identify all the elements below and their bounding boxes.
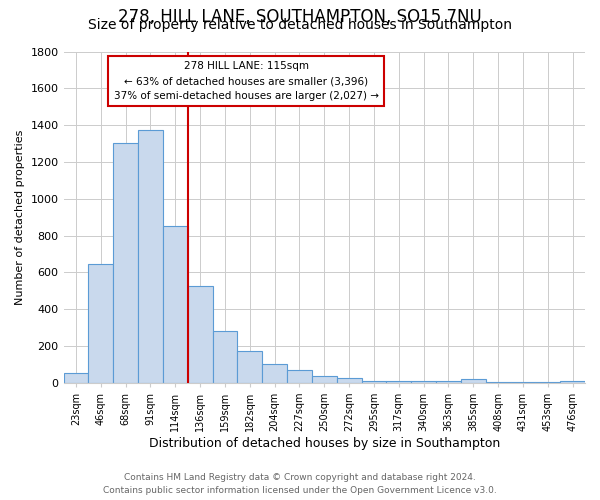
Bar [560,382,585,383]
Bar [88,264,113,383]
Bar [461,379,485,383]
Bar [138,130,163,383]
Bar [535,382,560,383]
Bar [163,226,188,383]
Bar [362,381,386,383]
Bar [262,364,287,383]
Bar [411,380,436,383]
Bar [511,382,535,383]
Bar [188,286,212,383]
Bar [113,142,138,383]
Bar [212,332,238,383]
Bar [64,373,88,383]
Text: Size of property relative to detached houses in Southampton: Size of property relative to detached ho… [88,18,512,32]
Text: 278, HILL LANE, SOUTHAMPTON, SO15 7NU: 278, HILL LANE, SOUTHAMPTON, SO15 7NU [118,8,482,26]
Text: 278 HILL LANE: 115sqm
← 63% of detached houses are smaller (3,396)
37% of semi-d: 278 HILL LANE: 115sqm ← 63% of detached … [113,62,379,101]
Bar [485,382,511,383]
Bar [238,350,262,383]
Bar [337,378,362,383]
Bar [386,382,411,383]
X-axis label: Distribution of detached houses by size in Southampton: Distribution of detached houses by size … [149,437,500,450]
Text: Contains HM Land Registry data © Crown copyright and database right 2024.
Contai: Contains HM Land Registry data © Crown c… [103,473,497,495]
Y-axis label: Number of detached properties: Number of detached properties [15,130,25,305]
Bar [436,382,461,383]
Bar [312,376,337,383]
Bar [287,370,312,383]
